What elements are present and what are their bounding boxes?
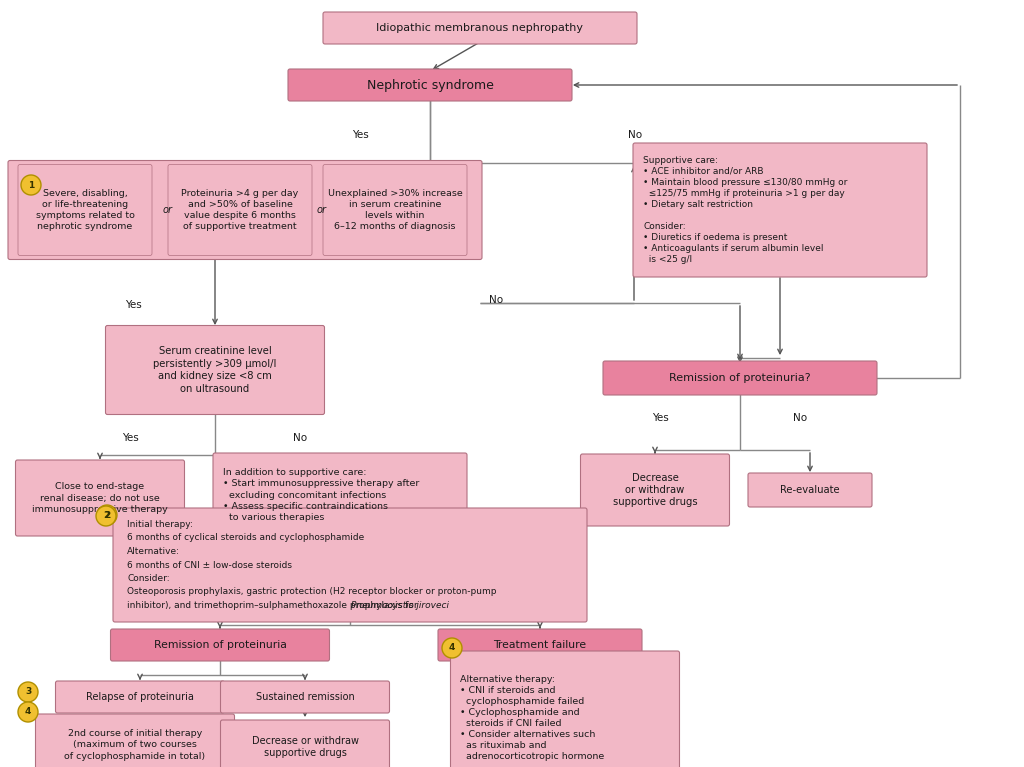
FancyBboxPatch shape xyxy=(323,12,637,44)
Text: 2nd course of initial therapy
(maximum of two courses
of cyclophosphamide in tot: 2nd course of initial therapy (maximum o… xyxy=(65,729,206,761)
FancyBboxPatch shape xyxy=(15,460,184,536)
FancyBboxPatch shape xyxy=(603,361,877,395)
Text: Osteoporosis prophylaxis, gastric protection (H2 receptor blocker or proton-pump: Osteoporosis prophylaxis, gastric protec… xyxy=(127,588,497,597)
Text: Idiopathic membranous nephropathy: Idiopathic membranous nephropathy xyxy=(377,23,584,33)
Text: 3: 3 xyxy=(25,687,31,696)
Text: Yes: Yes xyxy=(122,433,138,443)
Text: Decrease
or withdraw
supportive drugs: Decrease or withdraw supportive drugs xyxy=(612,472,697,508)
FancyBboxPatch shape xyxy=(633,143,927,277)
Text: 6 months of cyclical steroids and cyclophosphamide: 6 months of cyclical steroids and cyclop… xyxy=(127,534,365,542)
Text: Alternative:: Alternative: xyxy=(127,547,180,556)
Text: No: No xyxy=(793,413,807,423)
FancyBboxPatch shape xyxy=(288,69,572,101)
FancyBboxPatch shape xyxy=(323,164,467,255)
Text: 4: 4 xyxy=(449,644,456,653)
Circle shape xyxy=(442,638,462,658)
Text: Yes: Yes xyxy=(351,130,369,140)
Text: inhibitor), and trimethoprim–sulphamethoxazole prophylaxis for: inhibitor), and trimethoprim–sulphametho… xyxy=(127,601,421,610)
FancyBboxPatch shape xyxy=(105,325,325,414)
Text: 4: 4 xyxy=(25,707,31,716)
Text: Relapse of proteinuria: Relapse of proteinuria xyxy=(86,692,194,702)
Text: or: or xyxy=(317,205,327,215)
Circle shape xyxy=(96,506,116,526)
FancyBboxPatch shape xyxy=(220,720,389,767)
Text: Consider:: Consider: xyxy=(127,574,170,583)
Text: Nephrotic syndrome: Nephrotic syndrome xyxy=(367,78,494,91)
Text: Supportive care:
• ACE inhibitor and/or ARB
• Maintain blood pressure ≤130/80 mm: Supportive care: • ACE inhibitor and/or … xyxy=(643,156,848,265)
Text: Yes: Yes xyxy=(651,413,669,423)
Circle shape xyxy=(97,505,117,525)
Text: No: No xyxy=(488,295,503,305)
FancyBboxPatch shape xyxy=(168,164,312,255)
FancyBboxPatch shape xyxy=(113,508,587,622)
Text: or: or xyxy=(163,205,173,215)
Text: No: No xyxy=(628,130,642,140)
Text: Alternative therapy:
• CNI if steroids and
  cyclophosphamide failed
• Cyclophos: Alternative therapy: • CNI if steroids a… xyxy=(461,675,605,762)
Text: Sustained remission: Sustained remission xyxy=(256,692,354,702)
Text: No: No xyxy=(293,433,307,443)
Text: Serum creatinine level
persistently >309 μmol/l
and kidney size <8 cm
on ultraso: Serum creatinine level persistently >309… xyxy=(154,347,276,393)
FancyBboxPatch shape xyxy=(220,681,389,713)
Text: Proteinuria >4 g per day
and >50% of baseline
value despite 6 months
of supporti: Proteinuria >4 g per day and >50% of bas… xyxy=(181,189,299,231)
FancyBboxPatch shape xyxy=(36,714,234,767)
Text: Unexplained >30% increase
in serum creatinine
levels within
6–12 months of diagn: Unexplained >30% increase in serum creat… xyxy=(328,189,463,231)
FancyBboxPatch shape xyxy=(55,681,224,713)
Text: Remission of proteinuria: Remission of proteinuria xyxy=(154,640,287,650)
Text: Close to end-stage
renal disease; do not use
immunosuppressive therapy: Close to end-stage renal disease; do not… xyxy=(32,482,168,514)
Text: 2: 2 xyxy=(103,511,111,519)
FancyBboxPatch shape xyxy=(438,629,642,661)
FancyBboxPatch shape xyxy=(748,473,872,507)
Text: Pneumocystis jiroveci: Pneumocystis jiroveci xyxy=(350,601,449,610)
Text: Initial therapy:: Initial therapy: xyxy=(127,520,193,529)
Text: 6 months of CNI ± low-dose steroids: 6 months of CNI ± low-dose steroids xyxy=(127,561,292,570)
Text: Treatment failure: Treatment failure xyxy=(494,640,587,650)
Text: In addition to supportive care:
• Start immunosuppressive therapy after
  exclud: In addition to supportive care: • Start … xyxy=(223,469,420,522)
Text: Severe, disabling,
or life-threatening
symptoms related to
nephrotic syndrome: Severe, disabling, or life-threatening s… xyxy=(36,189,134,231)
FancyBboxPatch shape xyxy=(18,164,152,255)
FancyBboxPatch shape xyxy=(8,160,482,259)
FancyBboxPatch shape xyxy=(581,454,729,526)
Text: Re-evaluate: Re-evaluate xyxy=(780,485,840,495)
Text: 2: 2 xyxy=(102,512,110,521)
Circle shape xyxy=(18,682,38,702)
FancyBboxPatch shape xyxy=(111,629,330,661)
Text: Yes: Yes xyxy=(125,300,141,310)
Circle shape xyxy=(18,702,38,722)
FancyBboxPatch shape xyxy=(451,651,680,767)
Text: 1: 1 xyxy=(28,180,34,189)
Text: Decrease or withdraw
supportive drugs: Decrease or withdraw supportive drugs xyxy=(252,736,358,759)
Text: Remission of proteinuria?: Remission of proteinuria? xyxy=(670,373,811,383)
Circle shape xyxy=(22,175,41,195)
FancyBboxPatch shape xyxy=(213,453,467,537)
